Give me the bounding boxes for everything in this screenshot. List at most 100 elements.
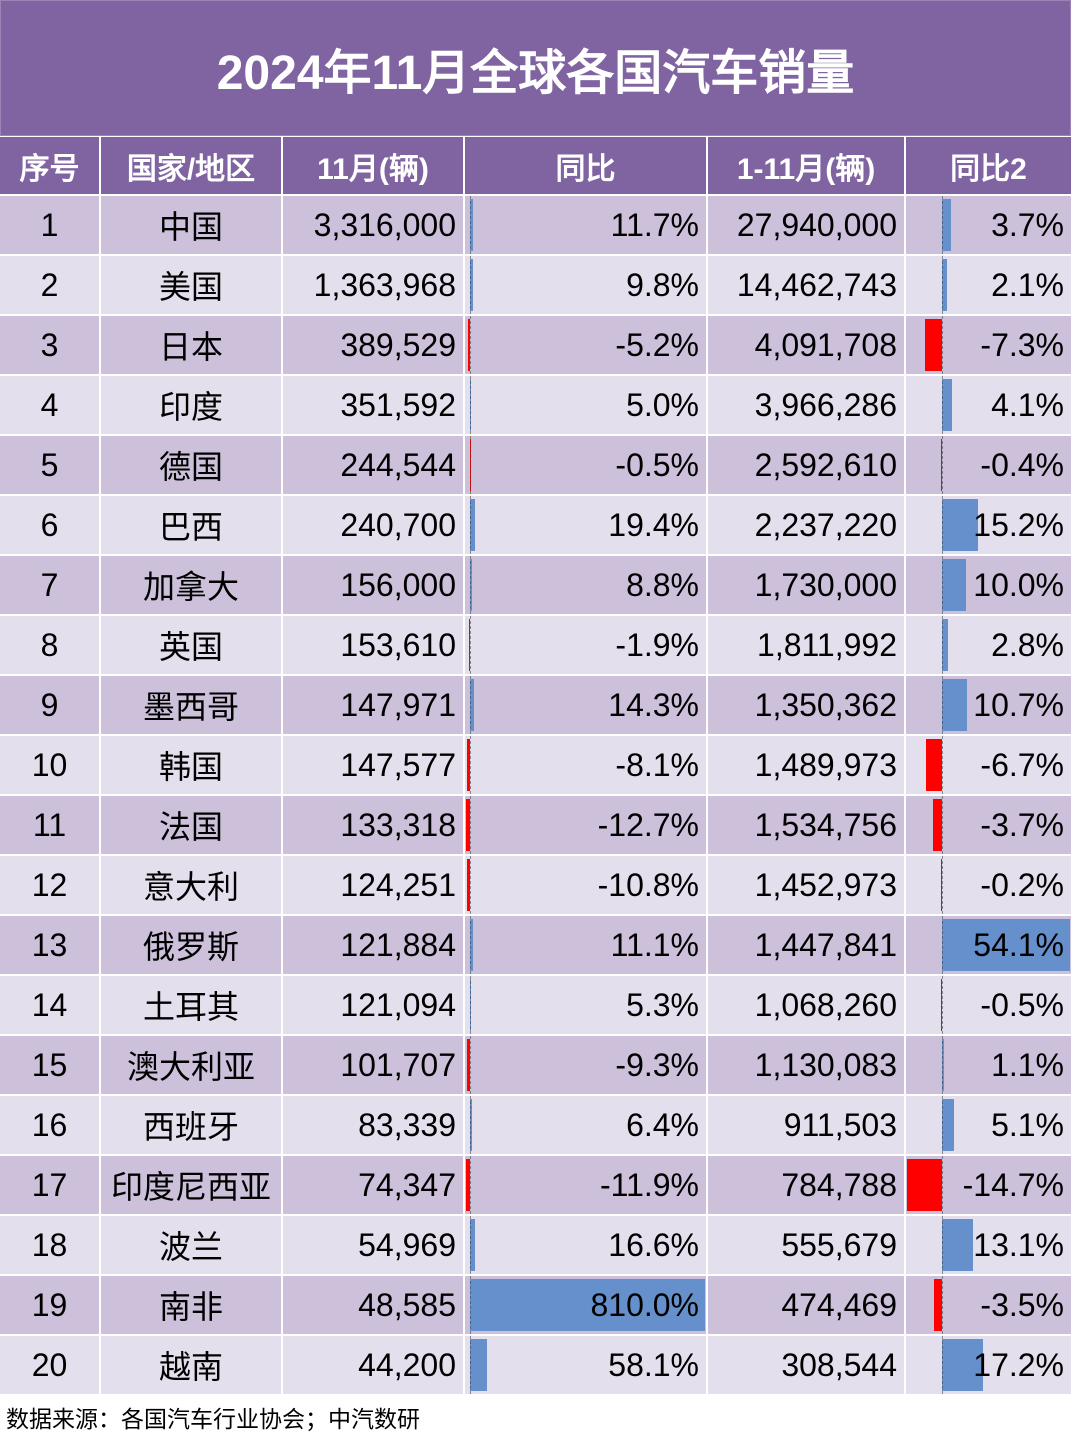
column-header-country-text: 国家/地区 (126, 152, 256, 186)
data-bar-axis (469, 436, 471, 494)
country-text: 美国 (158, 269, 223, 305)
negative-data-bar (466, 859, 470, 911)
yoy-cell: 19.4% (465, 496, 708, 556)
country-text: 日本 (158, 329, 223, 365)
yoy-cell: 6.4% (465, 1096, 708, 1156)
ytd-sales-text: 911,503 (783, 1106, 897, 1143)
rank-text: 13 (31, 926, 68, 963)
positive-data-bar (941, 1099, 954, 1151)
ytd-sales-text: 1,811,992 (757, 626, 897, 663)
yoy-text: 5.3% (626, 986, 699, 1023)
rank-text: 5 (40, 446, 59, 483)
ytd-yoy-cell: -7.3% (906, 316, 1071, 376)
rank-text: 1 (40, 206, 59, 243)
november-sales-cell: 147,971 (283, 676, 465, 736)
table-row: 4 印度 351,592 5.0% 3,966,286 4.1% (0, 376, 1071, 436)
negative-data-bar (466, 1039, 470, 1091)
negative-data-bar (467, 739, 470, 791)
ytd-yoy-text: 15.2% (973, 506, 1064, 543)
ytd-yoy-text: -7.3% (980, 326, 1064, 363)
ytd-sales-text: 2,592,610 (754, 446, 897, 483)
ytd-yoy-cell: 17.2% (906, 1336, 1071, 1396)
ytd-sales-cell: 2,237,220 (708, 496, 906, 556)
rank-text: 9 (40, 686, 59, 723)
ytd-yoy-text: 3.7% (991, 206, 1064, 243)
data-bar-axis (941, 1036, 943, 1094)
country-text: 澳大利亚 (126, 1049, 255, 1085)
country-cell: 西班牙 (101, 1096, 283, 1156)
country-text: 波兰 (158, 1229, 223, 1265)
rank-cell: 5 (0, 436, 101, 496)
data-bar-axis (941, 1336, 943, 1394)
ytd-yoy-cell: 1.1% (906, 1036, 1071, 1096)
country-cell: 德国 (101, 436, 283, 496)
ytd-sales-text: 1,130,083 (754, 1046, 897, 1083)
rank-cell: 7 (0, 556, 101, 616)
yoy-text: -8.1% (615, 746, 699, 783)
table-title-text: 2024年11月全球各国汽车销量 (216, 47, 855, 100)
country-text: 印度 (158, 389, 223, 425)
november-sales-cell: 389,529 (283, 316, 465, 376)
ytd-yoy-text: 13.1% (973, 1226, 1064, 1263)
ytd-yoy-cell: -0.2% (906, 856, 1071, 916)
country-cell: 意大利 (101, 856, 283, 916)
table-row: 3 日本 389,529 -5.2% 4,091,708 -7.3% (0, 316, 1071, 376)
country-cell: 越南 (101, 1336, 283, 1396)
ytd-sales-text: 474,469 (781, 1286, 897, 1323)
yoy-cell: 11.1% (465, 916, 708, 976)
yoy-cell: 9.8% (465, 256, 708, 316)
november-sales-text: 351,592 (340, 386, 456, 423)
ytd-yoy-cell: 13.1% (906, 1216, 1071, 1276)
yoy-text: -5.2% (615, 326, 699, 363)
ytd-yoy-text: -6.7% (980, 746, 1064, 783)
country-cell: 韩国 (101, 736, 283, 796)
november-sales-cell: 240,700 (283, 496, 465, 556)
positive-data-bar (469, 1339, 487, 1391)
november-sales-text: 1,363,968 (313, 266, 456, 303)
data-bar-axis (469, 316, 471, 374)
ytd-yoy-text: -3.7% (980, 806, 1064, 843)
table-row: 5 德国 244,544 -0.5% 2,592,610 -0.4% (0, 436, 1071, 496)
rank-text: 2 (40, 266, 59, 303)
country-cell: 中国 (101, 196, 283, 256)
november-sales-text: 83,339 (358, 1106, 456, 1143)
positive-data-bar (941, 919, 1070, 971)
ytd-sales-cell: 784,788 (708, 1156, 906, 1216)
negative-data-bar (933, 1279, 942, 1331)
rank-cell: 3 (0, 316, 101, 376)
data-bar-axis (469, 676, 471, 734)
rank-text: 15 (31, 1046, 68, 1083)
yoy-cell: -9.3% (465, 1036, 708, 1096)
ytd-sales-text: 555,679 (781, 1226, 897, 1263)
yoy-cell: 8.8% (465, 556, 708, 616)
ytd-sales-cell: 14,462,743 (708, 256, 906, 316)
country-text: 墨西哥 (142, 689, 239, 725)
column-header-ytd-yoy-text: 同比2 (950, 152, 1027, 186)
ytd-sales-text: 1,452,973 (754, 866, 897, 903)
yoy-text: 5.0% (626, 386, 699, 423)
positive-data-bar (941, 259, 947, 311)
positive-data-bar (469, 499, 476, 551)
november-sales-text: 147,577 (340, 746, 456, 783)
data-bar-axis (941, 736, 943, 794)
data-bar-axis (941, 916, 943, 974)
november-sales-text: 244,544 (340, 446, 456, 483)
november-sales-text: 121,094 (340, 986, 456, 1023)
november-sales-cell: 44,200 (283, 1336, 465, 1396)
ytd-sales-text: 1,730,000 (754, 566, 897, 603)
yoy-cell: 14.3% (465, 676, 708, 736)
data-bar-axis (941, 436, 943, 494)
november-sales-text: 3,316,000 (313, 206, 456, 243)
ytd-sales-cell: 3,966,286 (708, 376, 906, 436)
data-bar-axis (941, 316, 943, 374)
ytd-sales-text: 1,534,756 (754, 806, 897, 843)
country-cell: 波兰 (101, 1216, 283, 1276)
november-sales-text: 101,707 (340, 1046, 456, 1083)
november-sales-cell: 156,000 (283, 556, 465, 616)
yoy-cell: -10.8% (465, 856, 708, 916)
country-text: 法国 (158, 809, 223, 845)
country-cell: 加拿大 (101, 556, 283, 616)
ytd-sales-cell: 1,130,083 (708, 1036, 906, 1096)
november-sales-text: 147,971 (340, 686, 456, 723)
yoy-text: 8.8% (626, 566, 699, 603)
